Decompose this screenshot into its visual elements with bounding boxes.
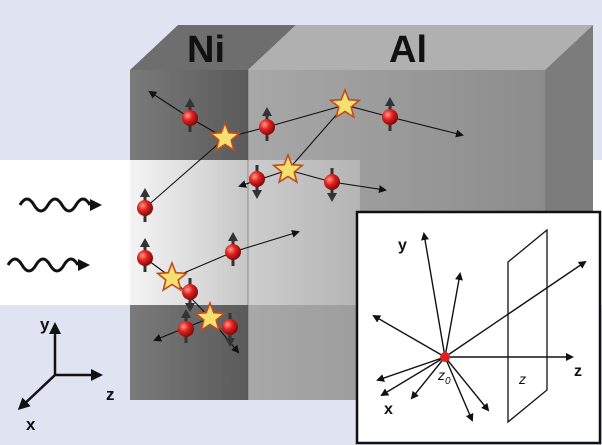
light-wave-lower [6,257,90,273]
scattering-star [193,300,227,332]
main-axis-z-label: z [106,385,115,404]
electron [137,250,153,266]
emission-ray [444,272,463,358]
scattering-star [155,260,189,292]
electrons [137,109,398,337]
emission-ray [444,356,490,412]
al-label: Al [389,29,427,71]
inset-axis-y-label: y [398,237,407,254]
source-position-label: z0 [437,367,451,387]
emission-ray [376,356,446,382]
spin-arrowheads [140,97,395,347]
scattering-star [271,152,305,184]
emission-ray-through-plane [444,260,587,358]
electron [222,319,238,335]
plane-position-label: z [518,371,526,387]
main-axis-x-label: x [26,415,36,434]
inset-axis-x-label: x [384,401,393,418]
inset-frame [355,210,602,445]
emission-ray [444,356,474,422]
electron [182,110,198,126]
electron [382,109,398,125]
electron [324,174,340,190]
detection-plane [507,228,548,424]
emission-ray [372,314,446,358]
inset-axis-z-label: z [574,363,582,380]
inset-axis-x [380,356,446,397]
emission-source [440,352,450,362]
scattering-star [208,120,242,152]
ni-label: Ni [187,29,225,71]
electron [182,284,198,300]
electron [259,119,275,135]
scattering-events [155,87,362,332]
emission-ray [410,356,446,400]
electron [249,171,265,187]
inset-panel: y z x z0 z [355,210,602,445]
electron [178,321,194,337]
al-top-face [248,25,593,70]
main-axis-y-label: y [40,315,50,334]
main-axes: y z x [17,315,115,434]
electron [225,244,241,260]
scattering-star [328,87,362,119]
inset-axis-y [421,232,446,358]
electron [137,200,153,216]
ni-top-face [130,25,296,70]
light-wave-upper [18,197,102,213]
